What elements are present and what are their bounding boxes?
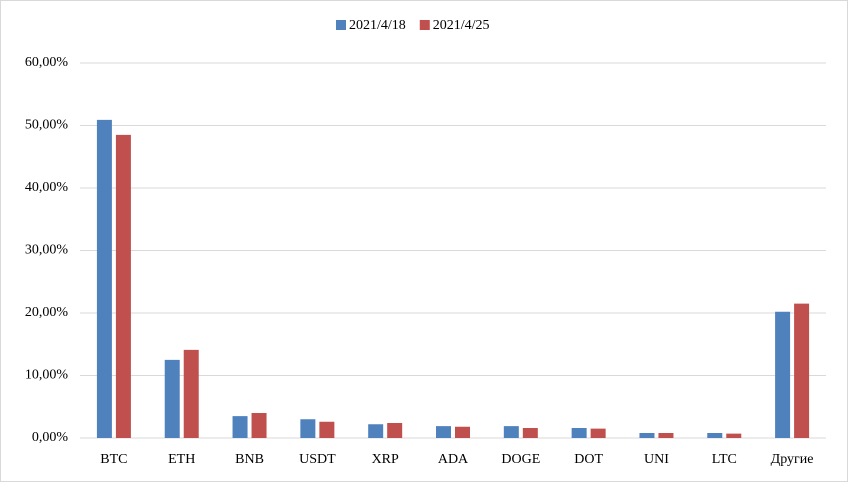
legend-label: 2021/4/25 [433,18,490,33]
x-tick-label: BNB [235,452,264,467]
bar [571,428,587,438]
bar [319,421,335,438]
bar [455,426,470,438]
y-tick-label: 0,00% [32,430,69,445]
x-tick-label: Другие [771,452,814,467]
bar [251,413,267,438]
x-tick-label: USDT [299,452,336,467]
x-tick-label: BTC [100,452,127,467]
legend-swatch [419,20,430,30]
x-tick-label: XRP [372,452,399,467]
bar [164,359,180,438]
bar [726,433,742,438]
x-tick-label: ADA [438,452,469,467]
x-tick-label: DOT [574,452,603,467]
legend-swatch [336,20,346,30]
bar [794,303,810,438]
y-tick-label: 10,00% [25,368,69,383]
x-tick-label: LTC [712,452,737,467]
bar [503,426,519,438]
bar [775,311,791,438]
y-tick-label: 60,00% [25,55,69,70]
bar [387,423,403,438]
bar [590,428,606,438]
y-tick-label: 50,00% [25,118,69,133]
bar [232,416,248,438]
y-tick-label: 20,00% [25,305,69,320]
x-tick-label: DOGE [501,452,540,467]
bar [300,419,316,438]
x-tick-label: ETH [168,452,195,467]
y-tick-label: 30,00% [25,243,69,258]
bar [368,424,384,438]
bar [96,119,112,438]
bar [639,433,655,438]
x-tick-label: UNI [644,452,669,467]
y-tick-label: 40,00% [25,180,69,195]
bar [183,349,199,438]
bar [115,134,131,438]
bar [707,433,723,438]
bar [522,428,538,438]
legend-label: 2021/4/18 [349,18,406,33]
bar [658,433,674,438]
bar [436,426,451,438]
